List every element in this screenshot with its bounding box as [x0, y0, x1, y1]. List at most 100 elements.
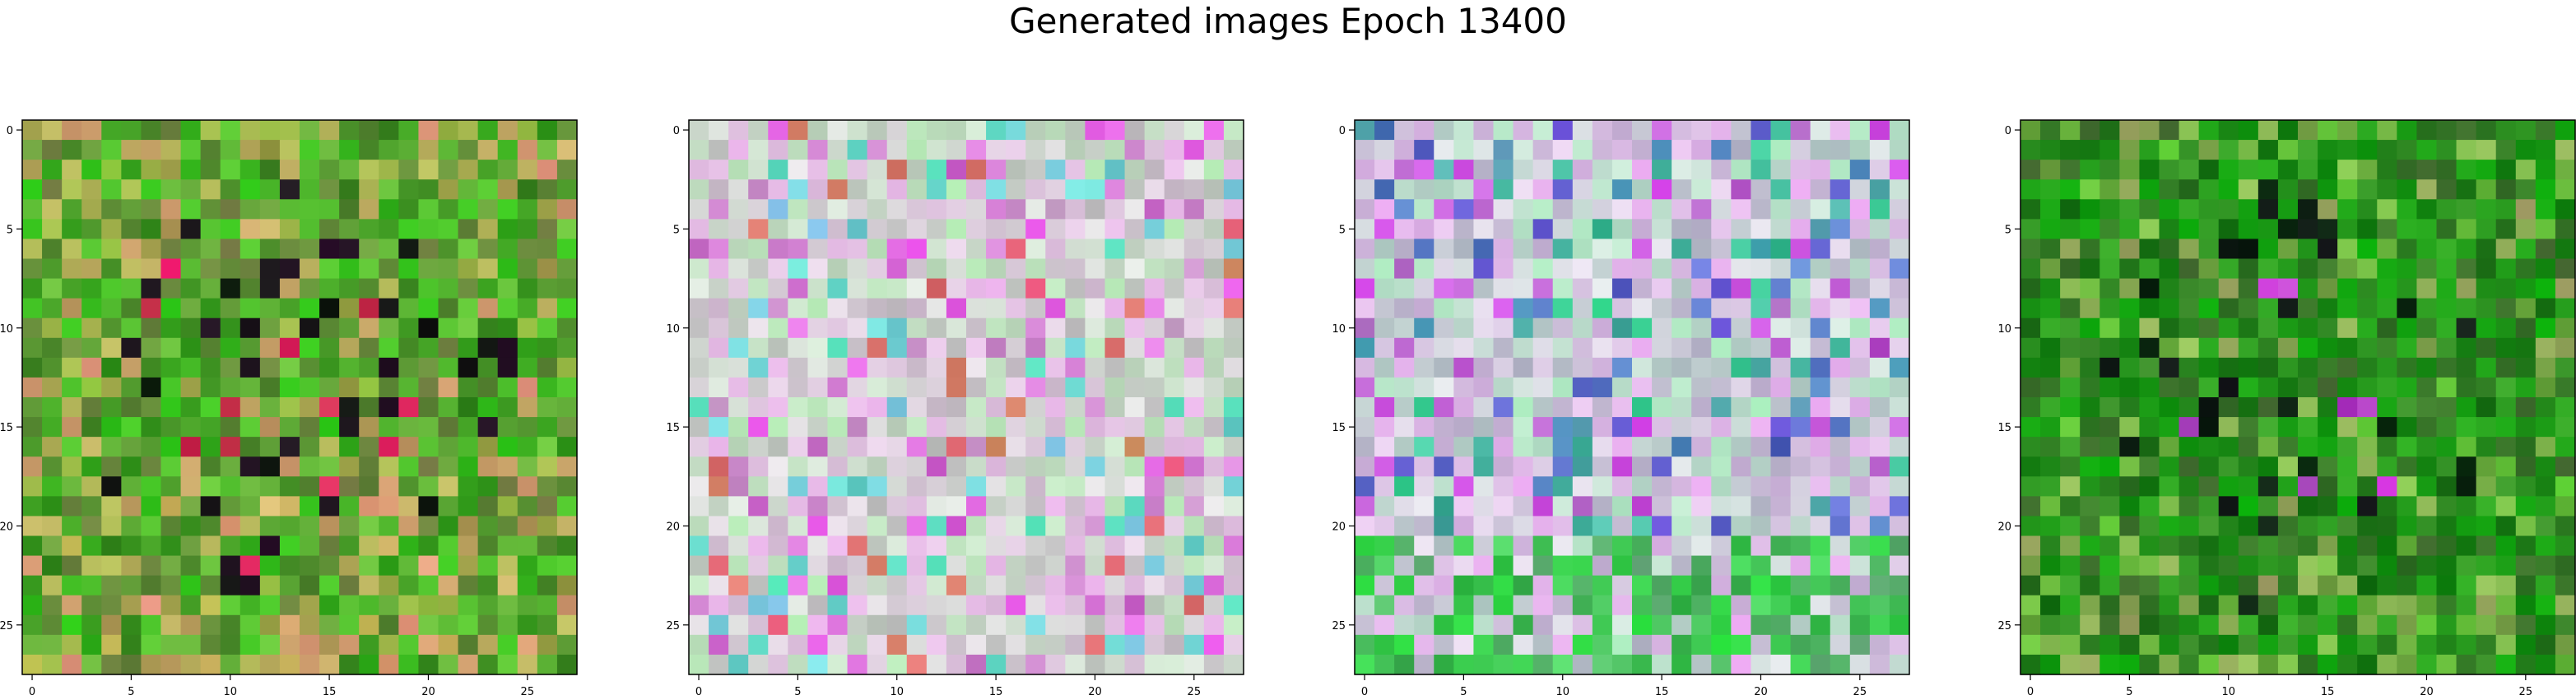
pixel-cell	[22, 476, 43, 497]
pixel-cell	[1552, 219, 1574, 240]
pixel-cell	[1045, 614, 1066, 636]
pixel-cell	[1006, 317, 1026, 339]
pixel-cell	[477, 357, 499, 378]
pixel-cell	[1572, 417, 1593, 438]
pixel-cell	[2476, 634, 2497, 656]
pixel-cell	[1473, 140, 1495, 160]
pixel-cell	[1770, 397, 1792, 418]
pixel-cell	[1751, 140, 1772, 160]
pixel-cell	[200, 535, 221, 557]
pixel-cell	[1770, 417, 1792, 438]
pixel-cell	[1124, 397, 1146, 418]
pixel-cell	[906, 595, 928, 616]
pixel-cell	[101, 377, 122, 398]
pixel-cell	[1434, 179, 1454, 200]
pixel-cell	[2377, 614, 2397, 636]
pixel-cell	[180, 516, 202, 537]
pixel-cell	[359, 397, 379, 418]
pixel-cell	[709, 337, 729, 359]
pixel-cell	[689, 417, 709, 438]
pixel-cell	[2337, 258, 2358, 280]
pixel-cell	[2318, 337, 2338, 359]
pixel-cell	[438, 437, 459, 457]
pixel-cell	[1592, 337, 1613, 359]
pixel-cell	[1592, 634, 1613, 656]
pixel-cell	[2416, 357, 2438, 378]
pixel-cell	[1691, 298, 1712, 319]
pixel-cell	[81, 654, 102, 675]
y-tick-label: 20	[0, 521, 13, 533]
pixel-cell	[517, 377, 538, 398]
pixel-cell	[458, 258, 479, 280]
pixel-cell	[1355, 456, 1375, 477]
pixel-cell	[279, 634, 300, 656]
pixel-cell	[1552, 437, 1574, 457]
pixel-cell	[2139, 535, 2160, 557]
pixel-cell	[768, 614, 788, 636]
pixel-cell	[339, 456, 360, 477]
pixel-cell	[1434, 417, 1454, 438]
pixel-cell	[2198, 337, 2220, 359]
pixel-cell	[2257, 298, 2279, 319]
pixel-cell	[220, 377, 241, 398]
pixel-cell	[121, 258, 142, 280]
pixel-cell	[1085, 377, 1106, 398]
pixel-cell	[42, 614, 63, 636]
pixel-cell	[1790, 535, 1811, 557]
pixel-cell	[1592, 555, 1613, 577]
pixel-cell	[1652, 219, 1672, 240]
pixel-cell	[477, 140, 499, 160]
pixel-cell	[517, 437, 538, 457]
pixel-cell	[1731, 179, 1752, 200]
pixel-cell	[1731, 219, 1752, 240]
pixel-cell	[2436, 496, 2457, 517]
pixel-cell	[1611, 614, 1633, 636]
pixel-cell	[359, 417, 379, 438]
pixel-cell	[2397, 258, 2418, 280]
pixel-cell	[2159, 140, 2180, 160]
pixel-cell	[101, 634, 122, 656]
pixel-cell	[2218, 337, 2239, 359]
pixel-cell	[2277, 377, 2299, 398]
pixel-cell	[1183, 456, 1205, 477]
pixel-cell	[1632, 614, 1653, 636]
pixel-cell	[537, 496, 558, 517]
pixel-cell	[239, 179, 261, 200]
pixel-cell	[1513, 317, 1534, 339]
pixel-cell	[537, 614, 558, 636]
pixel-cell	[1731, 535, 1752, 557]
pixel-cell	[259, 298, 281, 319]
pixel-cell	[2298, 120, 2318, 141]
pixel-cell	[2298, 496, 2318, 517]
pixel-cell	[220, 219, 241, 240]
pixel-cell	[2218, 120, 2239, 141]
pixel-cell	[62, 456, 82, 477]
pixel-cell	[418, 516, 439, 537]
pixel-cell	[319, 239, 340, 260]
pixel-cell	[1104, 437, 1126, 457]
pixel-cell	[1889, 377, 1910, 398]
pixel-cell	[2277, 535, 2299, 557]
pixel-cell	[537, 317, 558, 339]
pixel-cell	[379, 179, 399, 200]
pixel-cell	[537, 278, 558, 299]
pixel-cell	[906, 654, 928, 675]
pixel-cell	[1183, 437, 1205, 457]
pixel-cell	[1434, 595, 1454, 616]
pixel-cell	[2318, 397, 2338, 418]
pixel-cell	[1164, 654, 1185, 675]
pixel-cell	[709, 417, 729, 438]
pixel-cell	[886, 614, 908, 636]
pixel-cell	[1869, 614, 1890, 636]
pixel-cell	[2555, 654, 2576, 675]
pixel-cell	[1751, 337, 1772, 359]
pixel-cell	[239, 634, 261, 656]
pixel-cell	[458, 160, 479, 180]
pixel-cell	[1770, 357, 1792, 378]
pixel-cell	[847, 575, 868, 596]
pixel-cell	[2099, 317, 2120, 339]
pixel-cell	[556, 397, 578, 418]
pixel-cell	[62, 140, 82, 160]
pixel-cell	[886, 397, 908, 418]
pixel-cell	[906, 317, 928, 339]
